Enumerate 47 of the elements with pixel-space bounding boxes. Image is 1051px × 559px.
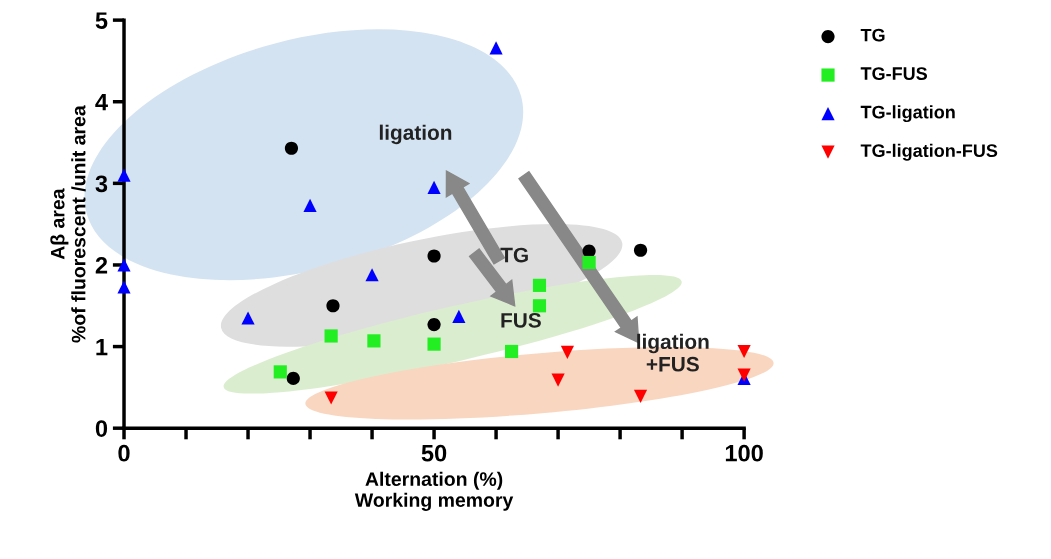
point bbox=[633, 389, 648, 403]
point bbox=[284, 141, 299, 155]
y-axis-title: Aβ area %of fluorescent /unit area bbox=[50, 105, 86, 343]
point bbox=[427, 249, 441, 263]
legend-label: TG-FUS bbox=[860, 67, 928, 80]
y-tick-label: 2 bbox=[95, 257, 108, 274]
point bbox=[367, 334, 381, 348]
point bbox=[326, 299, 340, 313]
point bbox=[452, 309, 466, 323]
x-tick-label: 0 bbox=[118, 444, 130, 462]
point bbox=[427, 337, 441, 351]
point bbox=[532, 299, 547, 313]
legend-label: TG bbox=[860, 28, 885, 42]
point bbox=[489, 41, 503, 55]
point bbox=[324, 391, 338, 405]
y-tick-label: 5 bbox=[95, 12, 108, 29]
annotation: TG bbox=[500, 247, 528, 263]
legend-label: TG-ligation bbox=[860, 105, 955, 123]
y-tick-label: 1 bbox=[96, 338, 108, 356]
point bbox=[117, 280, 131, 294]
point bbox=[737, 344, 751, 359]
point bbox=[324, 329, 338, 343]
point bbox=[427, 317, 441, 332]
point bbox=[365, 268, 379, 282]
x-axis-title: Alternation (%) Working memory bbox=[354, 471, 514, 511]
point bbox=[241, 311, 255, 325]
y-tick-label: 4 bbox=[95, 94, 108, 111]
point bbox=[117, 168, 131, 182]
point bbox=[427, 180, 441, 195]
point bbox=[504, 344, 519, 359]
point bbox=[303, 198, 317, 212]
point bbox=[532, 278, 547, 292]
x-tick-label: 50 bbox=[421, 444, 447, 462]
point bbox=[582, 255, 596, 270]
y-tick-label: 0 bbox=[95, 420, 108, 437]
point bbox=[551, 373, 565, 387]
y-tick-label: 3 bbox=[95, 175, 108, 193]
point bbox=[560, 345, 574, 359]
x-tick-label: 100 bbox=[725, 444, 763, 462]
point bbox=[286, 371, 300, 385]
legend-label: TG-ligation-FUS bbox=[860, 143, 998, 161]
annotation: ligation bbox=[379, 124, 452, 145]
annotation: ligation +FUS bbox=[637, 333, 709, 372]
point bbox=[633, 243, 648, 257]
point bbox=[117, 258, 131, 272]
point bbox=[273, 365, 287, 379]
annotation: FUS bbox=[501, 312, 541, 328]
